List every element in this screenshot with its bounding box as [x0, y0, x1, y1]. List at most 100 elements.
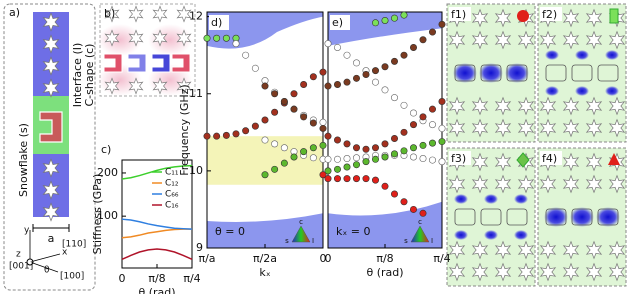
mode-point [419, 209, 427, 217]
mode-point [271, 90, 279, 98]
field-blob [514, 194, 528, 204]
c-shape-outline [454, 208, 476, 226]
mode-point [428, 28, 436, 36]
mode-point [343, 175, 351, 183]
x-tick-label: 0 [320, 252, 327, 265]
mode-point [343, 78, 351, 86]
panel-label: d) [211, 16, 222, 29]
y-tick-label: 100 [97, 209, 118, 222]
field-blob [544, 207, 568, 227]
series-line [121, 228, 192, 239]
field-blob [484, 230, 498, 240]
mode-point [371, 67, 379, 75]
mode-point [381, 16, 389, 24]
mode-point [362, 158, 370, 166]
mode-point [409, 205, 417, 213]
y-tick-label: 10 [189, 164, 203, 177]
mode-point [280, 97, 288, 105]
field-blob [605, 50, 619, 60]
annotation: kₓ = 0 [336, 225, 370, 238]
corner-label: s [285, 237, 289, 245]
mode-icon [516, 152, 530, 168]
mode-point [390, 57, 398, 65]
mode-point [300, 80, 308, 88]
mode-point [300, 148, 308, 156]
mode-point [400, 51, 408, 59]
mode-point [333, 155, 341, 163]
mode-point [352, 144, 360, 152]
mode-point [271, 165, 279, 173]
mode-point [232, 40, 240, 48]
bulk-band [328, 12, 442, 46]
mode-point [309, 144, 317, 152]
field-blob [514, 230, 528, 240]
label-bg [330, 15, 350, 30]
label-bg [540, 7, 562, 21]
axis-origin [26, 258, 34, 266]
corner-label: I [312, 237, 314, 245]
x-tick-label: 0 [119, 272, 126, 285]
mode-point [271, 108, 279, 116]
mode-point [419, 113, 427, 121]
mode-point [290, 105, 298, 113]
mode-point [324, 155, 332, 163]
lattice-arrow [32, 224, 70, 232]
mode-point [290, 153, 298, 161]
panel-label: f1) [451, 8, 466, 21]
mode-point [371, 155, 379, 163]
y-tick-label: 9 [196, 241, 203, 254]
mode-point [261, 171, 269, 179]
panel-label: c) [101, 143, 111, 156]
dir-100: [100] [60, 272, 84, 282]
mode-point [381, 86, 389, 94]
x-axis-label: kₓ [259, 266, 270, 279]
mode-point [409, 153, 417, 161]
field-blob [570, 207, 594, 227]
dir-110: [110] [62, 240, 86, 250]
angle-label: θ [44, 266, 50, 276]
mode-point [319, 141, 327, 149]
mode-point [213, 132, 221, 140]
corner-label: I [431, 237, 433, 245]
mode-point [242, 127, 250, 135]
mode-point [419, 141, 427, 149]
field-blob [454, 230, 468, 240]
corner-label: c [418, 218, 422, 226]
mode-point [371, 78, 379, 86]
y-axis-label: Frequency (GHz) [178, 84, 191, 175]
selector-triangle [410, 225, 430, 243]
mode-point [400, 11, 408, 19]
c-shape-outline [506, 208, 528, 226]
selector-triangle [291, 225, 311, 243]
mode-point [409, 43, 417, 51]
series-line [121, 218, 193, 230]
mode-point [343, 140, 351, 148]
mode-point [381, 153, 389, 161]
mode-point [428, 105, 436, 113]
panel-label: f2) [542, 8, 557, 21]
interface-label: Interface (I) [71, 43, 84, 108]
legend-label: C₆₆ [165, 190, 179, 200]
c-shape-outline [545, 64, 567, 82]
mode-point [400, 101, 408, 109]
mode-point [362, 70, 370, 78]
field-blob [484, 194, 498, 204]
mode-point [324, 82, 332, 90]
mode-point [438, 97, 446, 105]
mode-point [261, 136, 269, 144]
mode-point [300, 113, 308, 121]
mode-point [381, 140, 389, 148]
c-shape [103, 53, 123, 73]
mode-point [261, 82, 269, 90]
snowflake-label: Snowflake (s) [17, 123, 30, 197]
annotation: θ = 0 [215, 225, 245, 238]
mode-point [222, 131, 230, 139]
mode-point [324, 175, 332, 183]
mode-point [438, 124, 446, 132]
mode-point [390, 134, 398, 142]
c-shape-outline [454, 64, 476, 82]
mode-icon [609, 8, 619, 24]
y-tick-label: 12 [189, 10, 203, 23]
mode-point [352, 154, 360, 162]
